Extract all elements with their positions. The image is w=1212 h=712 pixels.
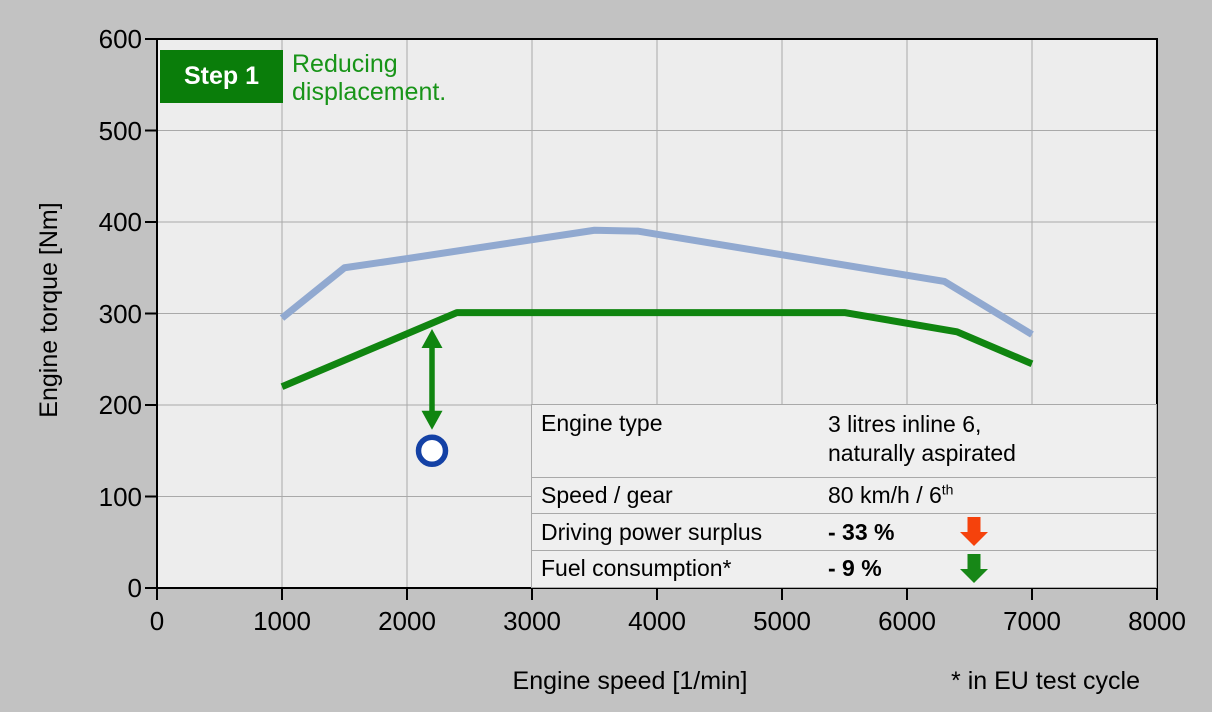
table-row-driving-power-surplus: Driving power surplus - 33 % [532,513,1156,550]
step-banner-label: Step 1 [183,62,260,90]
y-tick-label: 0 [127,573,142,603]
footnote-eu-test-cycle: * in EU test cycle [951,667,1140,695]
x-tick-label: 0 [149,606,165,636]
row-value: 80 km/h / 6th [828,481,954,508]
x-tick-label: 7000 [1003,606,1061,636]
x-tick-label: 4000 [628,606,686,636]
table-row-speed-gear: Speed / gear 80 km/h / 6th [532,477,1156,513]
row-value: - 33 % [828,518,895,545]
table-row-engine-type: Engine type 3 litres inline 6, naturally… [532,405,1156,477]
x-tick-label: 3000 [503,606,561,636]
y-tick-label: 100 [98,481,142,512]
row-label: Fuel consumption* [541,555,732,581]
curve-green_curve [280,309,1034,390]
y-tick-label: 400 [98,207,142,237]
info-table: Engine type 3 litres inline 6, naturally… [531,404,1157,588]
plot-frame [156,38,1158,589]
table-row-fuel-consumption: Fuel consumption* - 9 % [532,550,1156,586]
y-tick-label: 200 [98,390,142,420]
x-tick-label: 2000 [378,606,436,636]
operating-point-marker [415,434,449,467]
row-label: Speed / gear [541,482,673,508]
step-banner: Step 1 [160,50,283,103]
x-tick-label: 8000 [1128,606,1186,636]
x-tick-label: 6000 [878,606,936,636]
y-tick-label: 300 [98,298,142,329]
curve-blue_curve [279,226,1034,338]
row-label: Engine type [541,410,663,436]
row-value: - 9 % [828,555,882,581]
torque-drop-arrowhead-up [421,329,443,349]
x-tick-label: 1000 [253,606,311,636]
decrease-arrow-green-icon [960,553,988,583]
torque-drop-arrowhead-down [421,410,443,430]
y-tick-label: 600 [98,24,142,54]
row-value: 3 litres inline 6, naturally aspirated [828,411,1016,466]
x-axis-title: Engine speed [1/min] [512,667,748,695]
step-description: Reducing displacement. [292,50,447,106]
gear-ordinal-suffix: th [941,481,954,498]
row-label: Driving power surplus [541,518,763,545]
x-tick-label: 5000 [753,606,811,636]
decrease-arrow-red-icon [960,517,988,546]
y-tick-label: 500 [98,115,142,146]
